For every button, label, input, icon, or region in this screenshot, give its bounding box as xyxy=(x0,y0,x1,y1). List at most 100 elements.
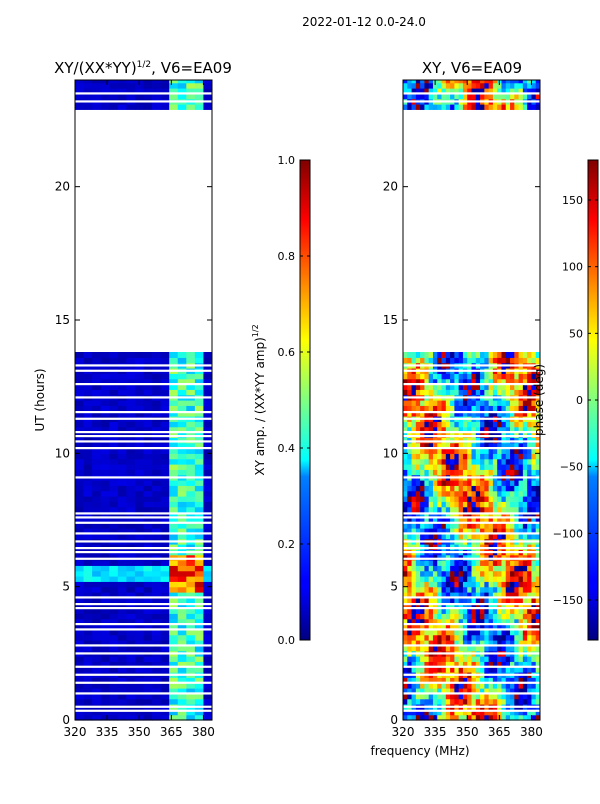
heatmap-cell xyxy=(415,576,421,582)
heatmap-cell xyxy=(134,469,144,476)
heatmap-cell xyxy=(454,570,460,577)
heatmap-cell xyxy=(445,586,451,593)
heatmap-cell xyxy=(407,608,412,614)
heatmap-cell xyxy=(160,560,170,566)
heatmap-cell xyxy=(518,378,524,385)
heatmap-cell xyxy=(514,448,519,454)
heatmap-cell xyxy=(432,533,438,540)
heatmap-cell xyxy=(83,709,93,716)
heatmap-cell xyxy=(462,490,468,497)
heatmap-cell xyxy=(522,93,528,100)
heatmap-cell xyxy=(501,608,507,614)
heatmap-cell xyxy=(458,490,464,497)
heatmap-cell xyxy=(518,528,524,534)
heatmap-cell xyxy=(407,581,412,588)
heatmap-cell xyxy=(450,485,455,492)
heatmap-cell xyxy=(518,82,524,89)
heatmap-cell xyxy=(488,533,494,540)
heatmap-cell xyxy=(117,602,127,609)
heatmap-cell xyxy=(428,565,434,572)
heatmap-cell xyxy=(445,389,451,396)
heatmap-cell xyxy=(514,522,519,529)
heatmap-cell xyxy=(475,608,481,614)
heatmap-cell xyxy=(407,709,412,716)
heatmap-cell xyxy=(152,570,162,577)
heatmap-cell xyxy=(420,656,425,662)
heatmap-cell xyxy=(194,373,204,380)
heatmap-cell xyxy=(510,618,515,625)
heatmap-cell xyxy=(428,586,434,593)
heatmap-cell xyxy=(458,586,464,593)
heatmap-cell xyxy=(480,661,485,668)
heatmap-cell xyxy=(432,586,438,593)
heatmap-cell xyxy=(488,80,494,84)
flagged-row xyxy=(403,540,540,543)
plot-frame xyxy=(74,79,213,721)
heatmap-cell xyxy=(475,469,481,476)
heatmap-cell xyxy=(480,522,485,529)
heatmap-cell xyxy=(420,405,425,412)
heatmap-cell xyxy=(160,448,170,454)
heatmap-cell xyxy=(152,437,162,444)
heatmap-cell xyxy=(497,480,502,486)
heatmap-cell xyxy=(420,634,425,641)
heatmap-cell xyxy=(445,645,451,652)
heatmap-cell xyxy=(462,357,468,364)
heatmap-cell xyxy=(100,458,110,465)
heatmap-cell xyxy=(428,104,434,110)
heatmap-cell xyxy=(535,560,541,566)
heatmap-cell xyxy=(480,93,485,100)
heatmap-cell xyxy=(75,570,84,577)
heatmap-cell xyxy=(535,453,541,460)
heatmap-cell xyxy=(100,688,110,694)
heatmap-cell xyxy=(424,501,430,508)
heatmap-cell xyxy=(407,442,412,449)
heatmap-cell xyxy=(450,512,455,518)
heatmap-cell xyxy=(441,82,447,89)
heatmap-cell xyxy=(505,613,511,620)
heatmap-cell xyxy=(117,544,127,550)
heatmap-cell xyxy=(505,645,511,652)
heatmap-cell xyxy=(518,682,524,689)
heatmap-cell xyxy=(488,544,494,550)
heatmap-cell xyxy=(480,352,485,358)
heatmap-cell xyxy=(514,426,519,433)
heatmap-cell xyxy=(160,378,170,385)
heatmap-cell xyxy=(424,389,430,396)
heatmap-cell xyxy=(437,458,442,465)
heatmap-cell xyxy=(117,586,127,593)
heatmap-cell xyxy=(458,496,464,502)
heatmap-cell xyxy=(160,565,170,572)
heatmap-cell xyxy=(186,522,196,529)
heatmap-cell xyxy=(475,421,481,428)
heatmap-cell xyxy=(454,528,460,534)
heatmap-cell xyxy=(522,693,528,700)
heatmap-cell xyxy=(501,618,507,625)
heatmap-cell xyxy=(83,640,93,646)
heatmap-cell xyxy=(424,352,430,358)
heatmap-cell xyxy=(514,645,519,652)
heatmap-cell xyxy=(535,544,541,550)
heatmap-cell xyxy=(454,421,460,428)
heatmap-cell xyxy=(488,400,494,406)
heatmap-cell xyxy=(411,565,417,572)
heatmap-cell xyxy=(445,581,451,588)
heatmap-cell xyxy=(510,389,515,396)
heatmap-cell xyxy=(471,714,477,721)
heatmap-cell xyxy=(505,618,511,625)
heatmap-cell xyxy=(514,634,519,641)
heatmap-cell xyxy=(467,709,472,716)
heatmap-cell xyxy=(462,688,468,694)
heatmap-cell xyxy=(475,570,481,577)
heatmap-cell xyxy=(100,554,110,561)
heatmap-cell xyxy=(407,378,412,385)
heatmap-cell xyxy=(467,522,472,529)
heatmap-cell xyxy=(411,528,417,534)
heatmap-cell xyxy=(480,629,485,636)
heatmap-cell xyxy=(177,373,187,380)
flagged-row xyxy=(403,607,540,610)
heatmap-cell xyxy=(83,581,93,588)
heatmap-cell xyxy=(531,597,537,604)
heatmap-cell xyxy=(92,400,102,406)
